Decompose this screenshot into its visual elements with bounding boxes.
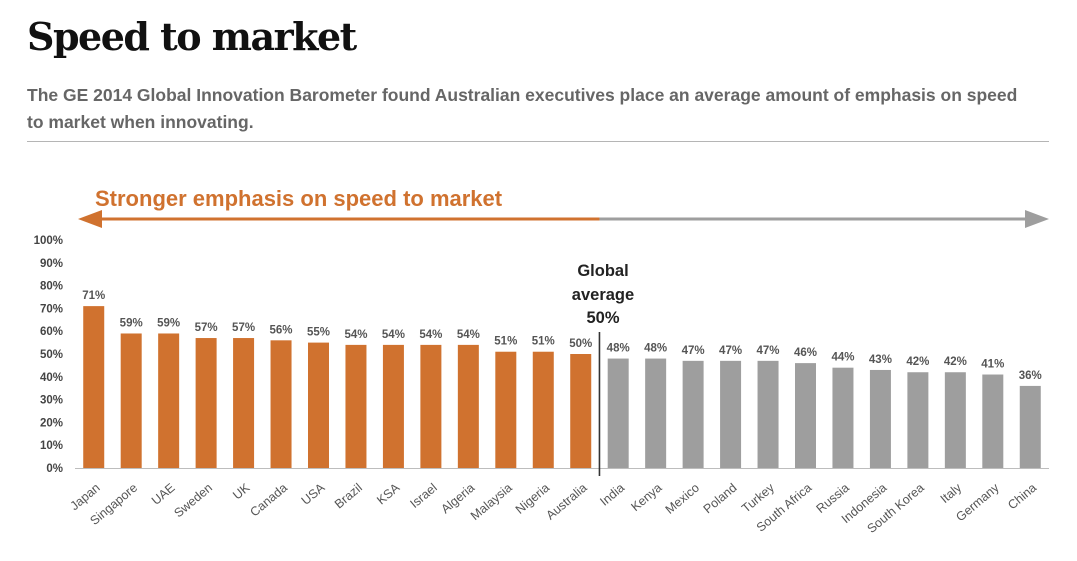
value-label: 71%	[82, 290, 105, 302]
bar-kenya	[645, 358, 667, 468]
y-tick-label: 10%	[40, 440, 63, 452]
bar-china	[1019, 385, 1041, 468]
value-label: 54%	[457, 329, 480, 341]
value-label: 51%	[532, 336, 555, 348]
value-label: 42%	[906, 356, 929, 368]
value-label: 59%	[120, 317, 143, 329]
value-label: 47%	[757, 345, 780, 357]
value-label: 57%	[232, 322, 255, 334]
value-label: 42%	[944, 356, 967, 368]
header-divider	[27, 141, 1049, 142]
bars	[83, 306, 1041, 468]
bar-indonesia	[869, 369, 891, 468]
y-tick-label: 0%	[46, 463, 63, 475]
bar-south-africa	[795, 363, 816, 468]
category-label: KSA	[374, 480, 403, 507]
value-label: 47%	[719, 345, 742, 357]
bar-germany	[982, 374, 1004, 468]
y-tick-label: 90%	[40, 258, 63, 270]
bar-algeria	[457, 344, 479, 468]
page-title: Speed to market	[27, 14, 357, 59]
y-tick-label: 40%	[40, 372, 63, 384]
value-label: 51%	[494, 336, 517, 348]
category-label: Mexico	[663, 481, 702, 517]
y-axis: 0% 10% 20% 30% 40% 50% 60% 70% 80% 90% 100%	[34, 235, 1049, 475]
category-label: China	[1005, 481, 1039, 513]
bar-south-korea	[907, 372, 929, 468]
bar-mexico	[682, 360, 704, 468]
y-tick-label: 80%	[40, 281, 63, 293]
average-label-line1: Global	[577, 262, 628, 280]
value-label: 48%	[607, 343, 630, 355]
bar-uae	[158, 333, 180, 468]
y-tick-label: 60%	[40, 326, 63, 338]
y-tick-label: 50%	[40, 349, 63, 361]
bar-israel	[420, 344, 442, 468]
value-label: 46%	[794, 347, 817, 359]
bar-russia	[832, 367, 854, 468]
value-label: 55%	[307, 327, 330, 339]
category-label: Germany	[953, 480, 1002, 524]
value-labels: 71% 59% 59% 57% 57% 56% 55% 54% 54% 54% 54% 51% 51% 5…	[82, 290, 1042, 382]
value-label: 36%	[1019, 370, 1042, 382]
y-tick-label: 70%	[40, 303, 63, 315]
category-label: Israel	[407, 481, 439, 511]
value-label: 59%	[157, 317, 180, 329]
y-tick-label: 30%	[40, 395, 63, 407]
value-label: 54%	[344, 329, 367, 341]
bar-ksa	[382, 344, 404, 468]
arrow-right-head	[1025, 210, 1049, 228]
value-label: 41%	[981, 359, 1004, 371]
bar-australia	[570, 354, 592, 468]
category-label: UAE	[149, 481, 178, 508]
bar-turkey	[757, 360, 779, 468]
arrow-label: Stronger emphasis on speed to market	[95, 186, 503, 211]
value-label: 56%	[270, 324, 293, 336]
bar-singapore	[120, 333, 142, 468]
category-label: Italy	[938, 480, 965, 506]
y-tick-label: 100%	[34, 235, 63, 247]
value-label: 54%	[419, 329, 442, 341]
value-label: 57%	[195, 322, 218, 334]
category-label: Brazil	[332, 481, 365, 512]
value-label: 54%	[382, 329, 405, 341]
category-label: Malaysia	[468, 481, 515, 523]
category-label: India	[597, 481, 627, 509]
category-label: Canada	[247, 481, 290, 520]
page-subtitle: The GE 2014 Global Innovation Barometer …	[27, 85, 1018, 132]
average-value-label: 50%	[586, 309, 619, 327]
bar-india	[607, 358, 629, 468]
value-label: 50%	[569, 338, 592, 350]
global-average-annotation: Global average 50%	[572, 262, 634, 476]
bar-malaysia	[495, 351, 517, 468]
y-tick-label: 20%	[40, 417, 63, 429]
bar-brazil	[345, 344, 367, 468]
bar-usa	[308, 342, 329, 468]
category-label: Kenya	[628, 481, 664, 515]
category-label: Australia	[543, 481, 589, 523]
category-label: Sweden	[171, 481, 215, 521]
bar-poland	[720, 360, 742, 468]
bar-uk	[233, 338, 255, 468]
category-label: UK	[230, 480, 253, 502]
bar-sweden	[195, 338, 217, 468]
bar-japan	[83, 306, 105, 468]
value-label: 47%	[682, 345, 705, 357]
bar-canada	[270, 340, 292, 468]
bar-nigeria	[532, 351, 554, 468]
bar-italy	[944, 372, 966, 468]
emphasis-arrow: Stronger emphasis on speed to market	[78, 186, 1049, 228]
value-label: 43%	[869, 354, 892, 366]
value-label: 48%	[644, 343, 667, 355]
category-label: Poland	[701, 481, 740, 517]
value-label: 44%	[831, 352, 854, 364]
category-label: USA	[299, 480, 328, 508]
arrow-left-head	[78, 210, 102, 228]
average-label-line2: average	[572, 286, 634, 304]
